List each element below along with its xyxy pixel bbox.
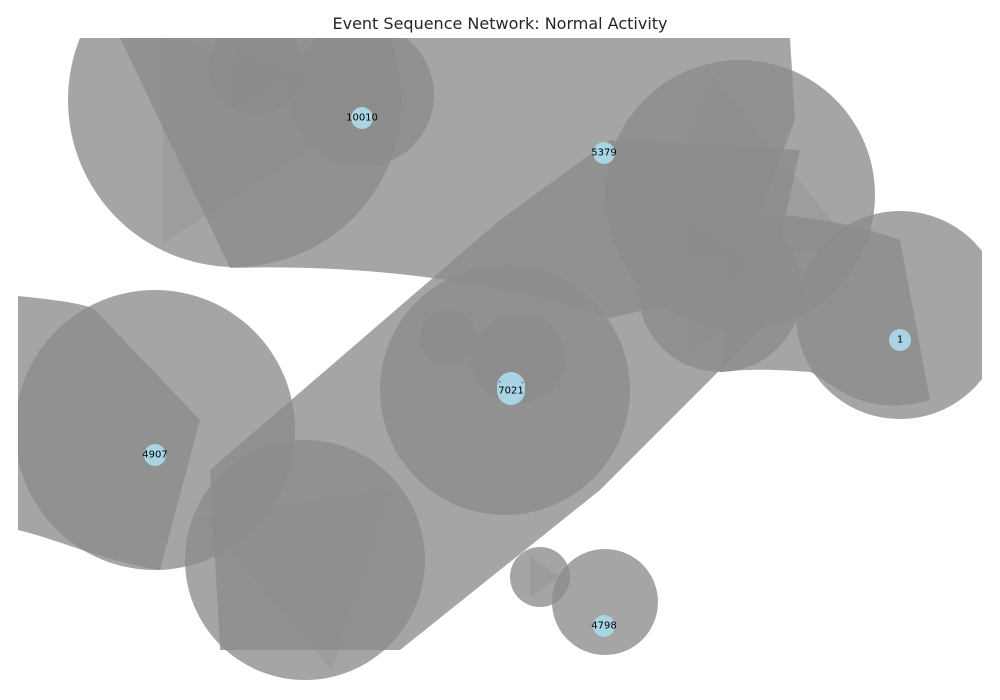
edge-shape	[530, 556, 560, 597]
node-label: 4907	[142, 450, 167, 461]
node-label: 4798	[591, 621, 616, 632]
edge-shape	[163, 38, 390, 243]
edge-4798-4798	[510, 547, 658, 655]
edge-shape	[18, 296, 200, 570]
node-circle	[593, 142, 615, 164]
node-circle	[593, 615, 615, 637]
node-label: 10010	[346, 113, 378, 124]
node-circle	[351, 107, 373, 129]
edge-shape	[202, 490, 390, 670]
node-label: 7021	[498, 386, 523, 397]
node-label: 1	[897, 335, 903, 346]
node-layer: 10010537917028702149074798	[142, 107, 911, 637]
node-10010: 10010	[346, 107, 378, 129]
node-4798: 4798	[591, 615, 617, 637]
node-circle	[889, 329, 911, 351]
edge-shape	[510, 547, 570, 607]
chart-title: Event Sequence Network: Normal Activity	[332, 14, 668, 33]
node-7021: 7021	[497, 377, 525, 405]
edge-shape	[552, 549, 658, 655]
node-1: 1	[889, 329, 911, 351]
edge-4907-4907	[18, 290, 295, 570]
node-circle	[497, 377, 525, 405]
edge-layer	[18, 38, 982, 680]
node-label: 5379	[591, 148, 616, 159]
node-circle	[144, 444, 166, 466]
node-5379: 5379	[591, 142, 617, 164]
node-4907: 4907	[142, 444, 168, 466]
